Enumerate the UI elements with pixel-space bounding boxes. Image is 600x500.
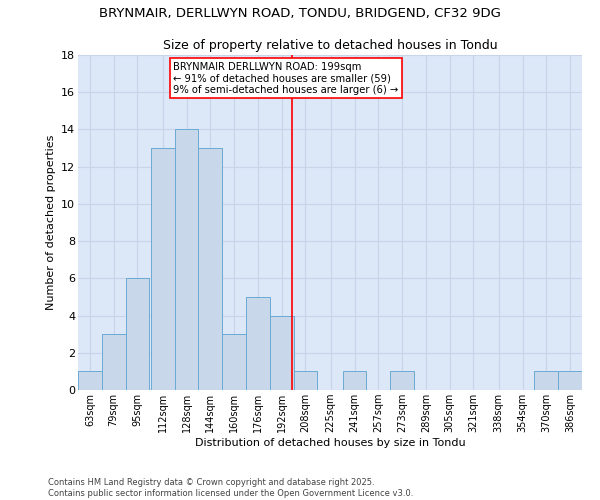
Bar <box>125 278 149 390</box>
Bar <box>270 316 293 390</box>
Bar <box>151 148 175 390</box>
X-axis label: Distribution of detached houses by size in Tondu: Distribution of detached houses by size … <box>194 438 466 448</box>
Bar <box>390 372 414 390</box>
Bar <box>175 130 199 390</box>
Text: Contains HM Land Registry data © Crown copyright and database right 2025.
Contai: Contains HM Land Registry data © Crown c… <box>48 478 413 498</box>
Bar <box>343 372 367 390</box>
Text: BRYNMAIR DERLLWYN ROAD: 199sqm
← 91% of detached houses are smaller (59)
9% of s: BRYNMAIR DERLLWYN ROAD: 199sqm ← 91% of … <box>173 62 398 94</box>
Bar <box>199 148 222 390</box>
Title: Size of property relative to detached houses in Tondu: Size of property relative to detached ho… <box>163 40 497 52</box>
Bar <box>558 372 582 390</box>
Bar <box>102 334 125 390</box>
Y-axis label: Number of detached properties: Number of detached properties <box>46 135 56 310</box>
Bar <box>293 372 317 390</box>
Bar <box>222 334 246 390</box>
Bar <box>535 372 558 390</box>
Bar <box>246 297 270 390</box>
Bar <box>78 372 102 390</box>
Text: BRYNMAIR, DERLLWYN ROAD, TONDU, BRIDGEND, CF32 9DG: BRYNMAIR, DERLLWYN ROAD, TONDU, BRIDGEND… <box>99 8 501 20</box>
